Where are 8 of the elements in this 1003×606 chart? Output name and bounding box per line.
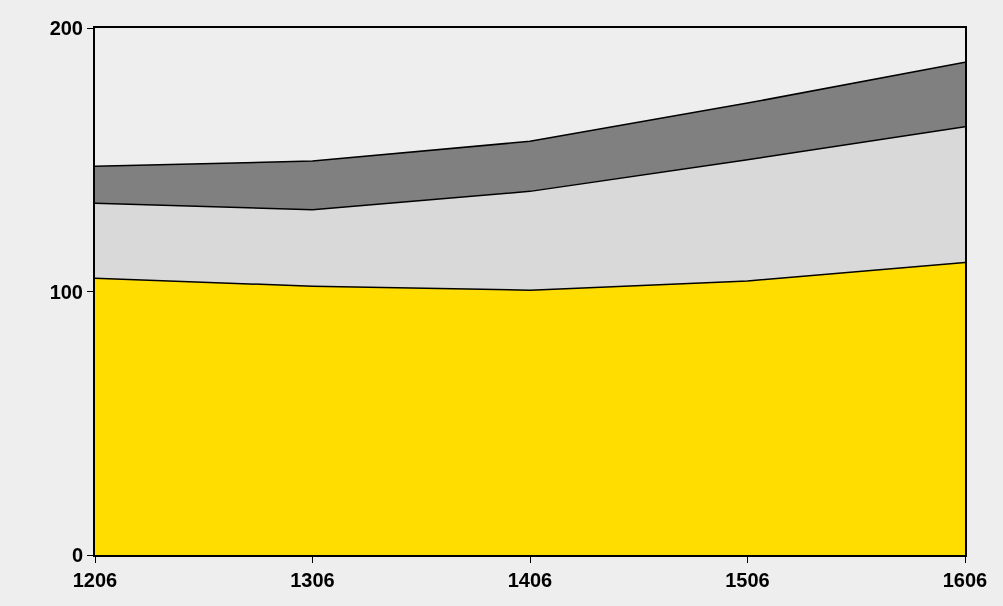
y-tick-label: 0 (71, 544, 83, 566)
x-tick-label: 1206 (72, 569, 118, 591)
x-tick-label: 1406 (507, 569, 553, 591)
y-tick-label: 200 (49, 17, 83, 39)
x-tick-label: 1606 (942, 569, 988, 591)
x-tick-label: 1306 (290, 569, 335, 591)
y-tick-label: 100 (49, 280, 83, 303)
x-tick-label: 1506 (725, 569, 770, 591)
